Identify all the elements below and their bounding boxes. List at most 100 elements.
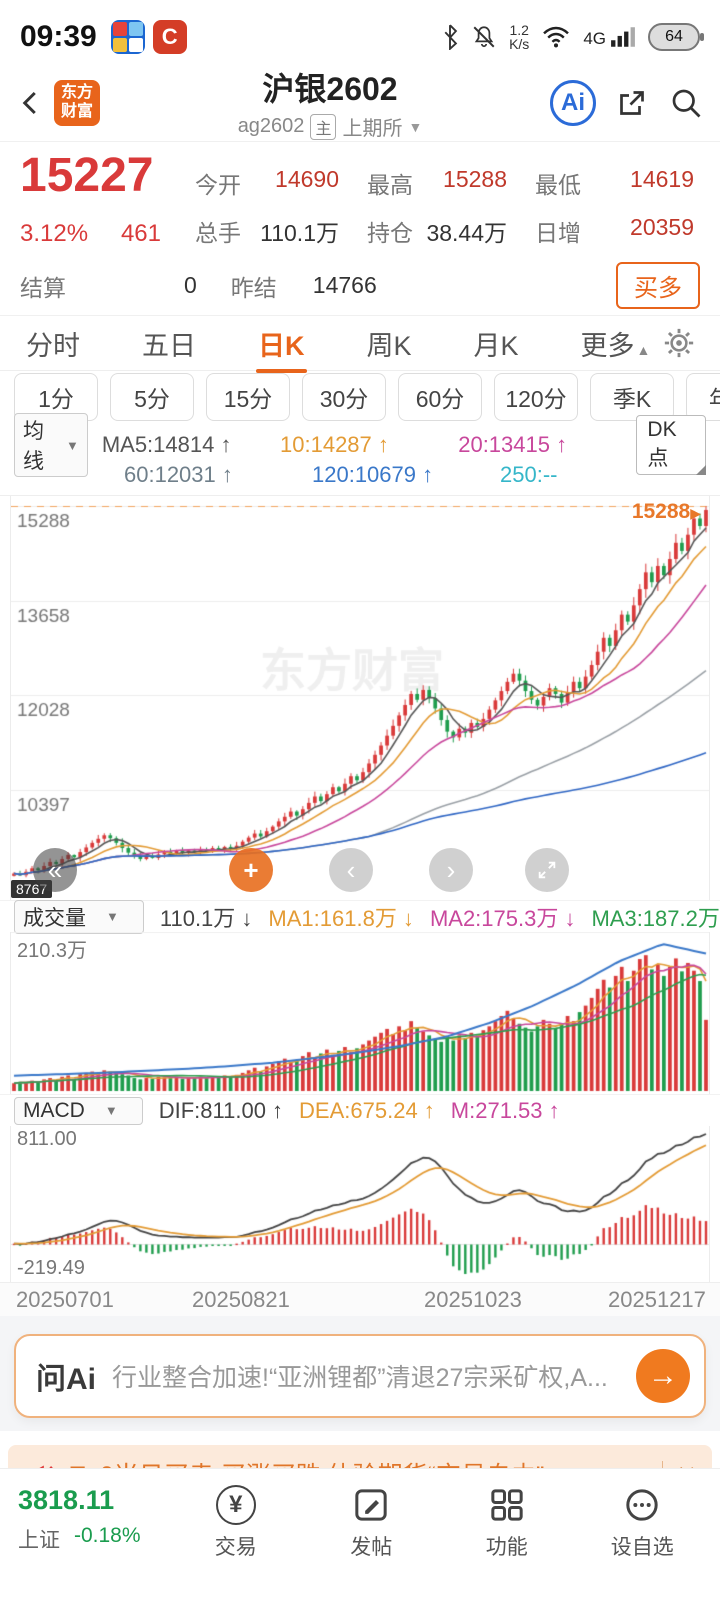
macd-selector[interactable]: MACD ▼ xyxy=(14,1096,143,1125)
settle-label: 结算 xyxy=(20,274,66,301)
high-field: 最高 15288 xyxy=(367,166,507,198)
period-60min[interactable]: 60分 xyxy=(398,373,482,421)
yen-icon: ¥ xyxy=(215,1485,256,1525)
clock: 09:39 xyxy=(20,20,97,53)
chevron-down-icon: ▼ xyxy=(104,1103,118,1118)
volume-chart-container: 210.3万 xyxy=(10,932,710,1094)
nav-item-add-watchlist[interactable]: 设自选 xyxy=(575,1485,711,1561)
change-percent: 3.12% xyxy=(20,220,89,247)
prev-settle-label: 昨结 xyxy=(230,274,277,301)
nav-item-trade[interactable]: ¥ 交易 xyxy=(168,1485,304,1561)
arrow-right-icon: → xyxy=(648,1359,678,1392)
tab-daily-k[interactable]: 日K xyxy=(256,316,307,373)
ask-ai-headline: 行业整合加速!“亚洲锂都”清退27宗采矿权,A... xyxy=(112,1364,608,1392)
period-year-k[interactable]: 年K xyxy=(686,373,720,421)
ma-selector[interactable]: 均线 ▼ xyxy=(14,413,88,477)
back-icon[interactable] xyxy=(16,86,46,120)
ask-ai-banner[interactable]: 问Ai 行业整合加速!“亚洲锂都”清退27宗采矿权,A... → xyxy=(14,1334,706,1418)
open-interest-field: 持仓 38.44万 xyxy=(367,220,507,246)
macd-dea: DEA:675.24 ↑ xyxy=(299,1097,435,1123)
volume-selector[interactable]: 成交量 ▼ xyxy=(14,899,144,934)
bluetooth-icon xyxy=(444,24,458,50)
period-selector: 1分 5分 15分 30分 60分 120分 季K 年K xyxy=(0,371,720,423)
change-block: 3.12% 461 xyxy=(20,220,195,248)
ma10-value: 10:14287 ↑ xyxy=(280,432,389,457)
drag-handle[interactable]: + xyxy=(229,848,273,892)
high-price-tag: 15288▶ xyxy=(631,500,701,523)
volume-chart[interactable] xyxy=(11,932,709,1094)
ask-ai-arrow-button[interactable]: → xyxy=(636,1349,690,1403)
share-icon[interactable] xyxy=(614,85,650,121)
macd-m: M:271.53 ↑ xyxy=(450,1097,560,1123)
signal-bars-icon xyxy=(611,27,635,47)
tab-more[interactable]: 更多 ▲ xyxy=(580,330,651,361)
period-30min[interactable]: 30分 xyxy=(302,373,386,421)
settlement-row: 结算 0 昨结 14766 买多 xyxy=(20,262,700,309)
quote-panel: 15227 今开 14690 最高 15288 最低 14619 3.12% 461 总… xyxy=(0,142,720,315)
prev-settle-value: 14766 xyxy=(312,272,377,298)
candlestick-chart[interactable] xyxy=(11,496,709,900)
volume-scale-label: 210.3万 xyxy=(17,940,88,962)
fullscreen-button[interactable] xyxy=(525,848,569,892)
status-icons: 1.2 K/s 4G 64 xyxy=(441,23,704,51)
date-label: 20251023 xyxy=(424,1287,522,1312)
main-contract-tag: 主 xyxy=(310,113,337,140)
bottom-navigation: 3818.11 上证 -0.18% ¥ 交易 发帖 功能 设自选 xyxy=(0,1468,720,1610)
chart-nav-controls: « + ‹ › xyxy=(11,848,709,892)
chevron-up-icon: ▲ xyxy=(636,341,651,358)
period-15min[interactable]: 15分 xyxy=(206,373,290,421)
main-chart-container: 15288▶ 8767 « + ‹ › xyxy=(10,496,710,900)
chevron-down-icon: ▼ xyxy=(106,909,119,924)
ma120-value: 120:10679 ↑ xyxy=(312,462,434,487)
contract-subtitle[interactable]: ag2602 主 上期所 ▼ xyxy=(110,112,550,141)
last-price: 15227 xyxy=(20,149,154,202)
chevron-down-icon: ▼ xyxy=(408,118,423,135)
macd-min-label: -219.49 xyxy=(17,1257,85,1279)
exchange-name: 上期所 xyxy=(342,118,403,140)
nav-item-post[interactable]: 发帖 xyxy=(304,1485,440,1561)
search-icon[interactable] xyxy=(668,85,704,121)
tab-monthly-k[interactable]: 月K xyxy=(473,330,519,361)
change-value: 461 xyxy=(120,220,161,247)
active-tab-indicator xyxy=(256,368,307,373)
period-5min[interactable]: 5分 xyxy=(110,373,194,421)
ma5-value: MA5:14814 ↑ xyxy=(101,432,232,457)
page-title: 沪银2602 xyxy=(262,71,398,107)
macd-indicator-row: MACD ▼ DIF:811.00 ↑ DEA:675.24 ↑ M:271.53… xyxy=(0,1094,720,1126)
nav-item-functions[interactable]: 功能 xyxy=(439,1485,575,1561)
macd-chart[interactable] xyxy=(11,1126,709,1282)
index-quote[interactable]: 3818.11 上证 -0.18% xyxy=(18,1485,168,1554)
macd-max-label: 811.00 xyxy=(17,1128,77,1150)
buy-long-button[interactable]: 买多 xyxy=(616,262,700,309)
index-value: 3818.11 xyxy=(18,1485,115,1515)
lower-section: 问Ai 行业整合加速!“亚洲锂都”清退27宗采矿权,A... → xyxy=(0,1316,720,1431)
volume-indicator-row: 成交量 ▼ 110.1万 ↓ MA1:161.8万 ↓ MA2:175.3万 ↓ … xyxy=(0,899,720,934)
settle-value: 0 xyxy=(184,272,197,298)
more-circle-icon xyxy=(626,1489,658,1521)
wifi-icon xyxy=(543,26,570,48)
ai-assistant-button[interactable]: Ai xyxy=(550,79,596,126)
tab-five-day[interactable]: 五日 xyxy=(142,330,196,361)
arrow-right-icon: ▶ xyxy=(690,505,701,521)
gear-icon[interactable] xyxy=(662,326,696,360)
pan-right-button[interactable]: › xyxy=(429,848,473,892)
volume-ma1: MA1:161.8万 ↓ xyxy=(268,905,414,931)
pan-left-button[interactable]: ‹ xyxy=(329,848,373,892)
jump-to-start-button[interactable]: « xyxy=(33,848,77,892)
cell-signal: 4G xyxy=(583,25,636,49)
open-field: 今开 14690 xyxy=(195,166,339,198)
kline-tabs: 分时 五日 日K 周K 月K 更多 ▲ xyxy=(0,315,720,373)
notification-app-icon-1 xyxy=(110,20,145,54)
period-120min[interactable]: 120分 xyxy=(494,373,578,421)
volume-field: 总手 110.1万 xyxy=(195,220,339,246)
index-percent: -0.18% xyxy=(74,1524,141,1547)
macd-chart-container: 811.00 -219.49 xyxy=(10,1126,710,1282)
dk-point-button[interactable]: DK点 xyxy=(636,415,706,475)
bell-muted-icon xyxy=(473,26,495,48)
notification-app-icon-2: C xyxy=(152,20,187,54)
period-quarter-k[interactable]: 季K xyxy=(590,373,674,421)
ma-indicator-panel: 均线 ▼ MA5:14814 ↑ 10:14287 ↑ 20:13415 ↑ DK… xyxy=(0,413,720,496)
tab-timeline[interactable]: 分时 xyxy=(26,330,80,361)
date-label: 20251217 xyxy=(608,1287,706,1312)
tab-weekly-k[interactable]: 周K xyxy=(366,330,412,361)
